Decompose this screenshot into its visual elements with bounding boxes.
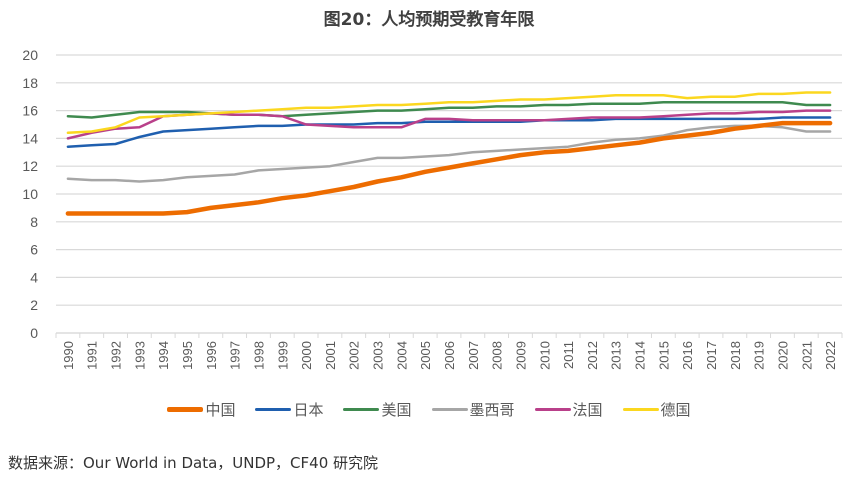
y-tick-label: 2 bbox=[30, 297, 38, 313]
legend-label: 德国 bbox=[660, 401, 691, 419]
chart-title: 图20：人均预期受教育年限 bbox=[323, 10, 535, 30]
x-tick-label: 2016 bbox=[680, 341, 695, 370]
y-tick-label: 14 bbox=[22, 130, 38, 146]
y-axis-ticks: 0 2 4 6 8 10 12 14 16 18 20 bbox=[22, 47, 38, 341]
x-tick-label: 2004 bbox=[394, 341, 409, 370]
x-tick-label: 2003 bbox=[371, 341, 386, 370]
x-tick-label: 2002 bbox=[347, 341, 362, 370]
legend-item-germany: 德国 bbox=[622, 399, 691, 420]
x-tick-label: 2015 bbox=[656, 341, 671, 370]
x-tick-label: 2020 bbox=[775, 341, 790, 370]
x-tick-label: 1992 bbox=[109, 341, 124, 370]
series-line-德国 bbox=[66, 91, 832, 135]
x-tick-label: 1995 bbox=[180, 341, 195, 370]
x-tick-label: 2014 bbox=[633, 341, 648, 370]
series-line-中国 bbox=[65, 120, 833, 216]
y-tick-label: 8 bbox=[30, 214, 38, 230]
series-line-墨西哥 bbox=[66, 124, 832, 183]
x-tick-label: 2008 bbox=[490, 341, 505, 370]
legend: 中国 日本 美国 墨西哥 法国 德国 bbox=[0, 399, 858, 420]
y-tick-label: 12 bbox=[22, 158, 38, 174]
legend-label: 美国 bbox=[381, 401, 412, 419]
legend-label: 法国 bbox=[572, 401, 603, 419]
x-axis: 1990 1991 1992 1993 1994 1995 1996 1997 1998 1999… bbox=[55, 332, 843, 370]
x-tick-label: 1998 bbox=[251, 341, 266, 370]
legend-swatch bbox=[431, 408, 468, 411]
x-tick-label: 2011 bbox=[561, 341, 576, 369]
x-tick-label: 2022 bbox=[823, 341, 838, 370]
y-tick-label: 4 bbox=[30, 269, 38, 285]
x-tick-label: 1991 bbox=[85, 341, 100, 370]
legend-label: 日本 bbox=[293, 401, 324, 419]
legend-label: 墨西哥 bbox=[469, 401, 515, 419]
legend-swatch bbox=[534, 408, 571, 411]
x-tick-label: 1990 bbox=[61, 341, 76, 370]
x-tick-label: 1997 bbox=[228, 341, 243, 370]
x-tick-label: 2000 bbox=[299, 341, 314, 370]
series-lines bbox=[65, 91, 833, 216]
y-tick-label: 20 bbox=[22, 47, 38, 63]
x-tick-label: 2006 bbox=[442, 341, 457, 370]
legend-swatch bbox=[167, 407, 204, 412]
y-tick-label: 10 bbox=[22, 186, 38, 202]
x-tick-label: 2007 bbox=[466, 341, 481, 370]
x-tick-label: 2005 bbox=[418, 341, 433, 370]
y-tick-label: 16 bbox=[22, 103, 38, 119]
x-tick-label: 2009 bbox=[513, 341, 528, 370]
legend-item-china: 中国 bbox=[167, 399, 235, 420]
source-note: 数据来源：Our World in Data，UNDP，CF40 研究院 bbox=[8, 454, 379, 472]
legend-item-japan: 日本 bbox=[255, 399, 323, 420]
legend-swatch bbox=[255, 408, 292, 411]
y-tick-label: 0 bbox=[30, 325, 38, 341]
x-tick-label: 2001 bbox=[323, 341, 338, 370]
x-tick-label: 1993 bbox=[132, 341, 147, 370]
legend-swatch bbox=[622, 408, 659, 411]
x-tick-label: 2019 bbox=[752, 341, 767, 370]
series-line-日本 bbox=[66, 116, 832, 148]
y-tick-label: 18 bbox=[22, 75, 38, 91]
legend-swatch bbox=[343, 408, 380, 411]
legend-item-mexico: 墨西哥 bbox=[431, 399, 515, 420]
y-tick-label: 6 bbox=[30, 242, 38, 258]
x-tick-label: 2012 bbox=[585, 341, 600, 370]
x-tick-label: 2021 bbox=[799, 341, 814, 370]
legend-item-france: 法国 bbox=[534, 399, 603, 420]
legend-item-usa: 美国 bbox=[343, 399, 412, 420]
x-tick-label: 2017 bbox=[704, 341, 719, 370]
series-line-美国 bbox=[66, 101, 832, 119]
x-tick-label: 2010 bbox=[537, 341, 552, 370]
legend-label: 中国 bbox=[205, 401, 236, 419]
x-tick-label: 1996 bbox=[204, 341, 219, 370]
x-tick-label: 2013 bbox=[609, 341, 624, 370]
x-tick-label: 1994 bbox=[156, 341, 171, 370]
x-tick-label: 2018 bbox=[728, 341, 743, 370]
x-tick-label: 1999 bbox=[275, 341, 290, 370]
